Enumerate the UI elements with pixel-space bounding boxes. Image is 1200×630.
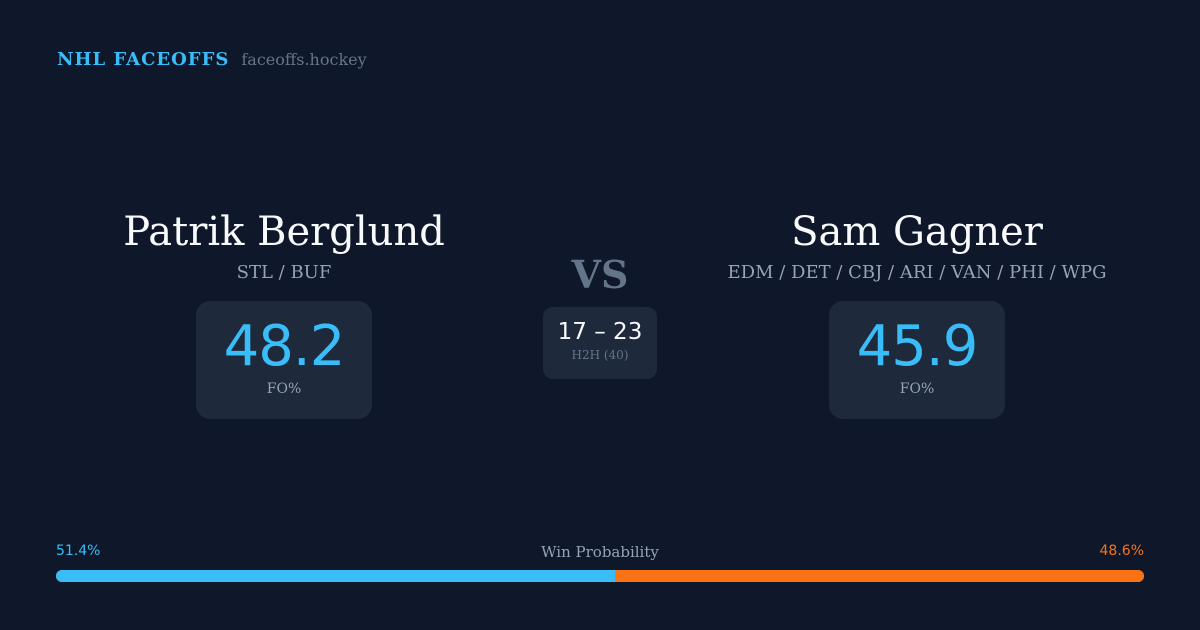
- player-2-teams: EDM / DET / CBJ / ARI / VAN / PHI / WPG: [727, 262, 1107, 283]
- player-2-fo-card: 45.9 FO%: [829, 301, 1005, 419]
- player-1-teams: STL / BUF: [236, 262, 332, 283]
- player-2-name: Sam Gagner: [791, 209, 1043, 255]
- player-1-fo-label: FO%: [266, 381, 302, 397]
- brand-url: faceoffs.hockey: [241, 50, 367, 69]
- player-1-name: Patrik Berglund: [123, 209, 445, 255]
- h2h-score: 17 – 23: [557, 319, 643, 345]
- h2h-label: H2H (40): [571, 348, 629, 362]
- player-1-fo-pct: 48.2: [223, 314, 346, 379]
- brand-name: NHL FACEOFFS: [57, 49, 230, 70]
- win-prob-bar-player-2: [615, 570, 1144, 582]
- win-prob-title: Win Probability: [541, 543, 659, 561]
- player-1-fo-card: 48.2 FO%: [196, 301, 372, 419]
- win-prob-left: 51.4%: [56, 543, 101, 559]
- brand: NHL FACEOFFS faceoffs.hockey: [57, 49, 367, 70]
- win-prob-bar: [56, 570, 1144, 582]
- player-2: Sam Gagner EDM / DET / CBJ / ARI / VAN /…: [667, 208, 1167, 419]
- win-prob-bar-player-1: [56, 570, 616, 582]
- vs-label: VS: [571, 252, 629, 297]
- h2h-card: 17 – 23 H2H (40): [543, 307, 657, 379]
- player-2-fo-label: FO%: [899, 381, 935, 397]
- player-1: Patrik Berglund STL / BUF 48.2 FO%: [34, 208, 534, 419]
- win-prob-right: 48.6%: [1099, 543, 1144, 559]
- player-2-fo-pct: 45.9: [856, 314, 979, 379]
